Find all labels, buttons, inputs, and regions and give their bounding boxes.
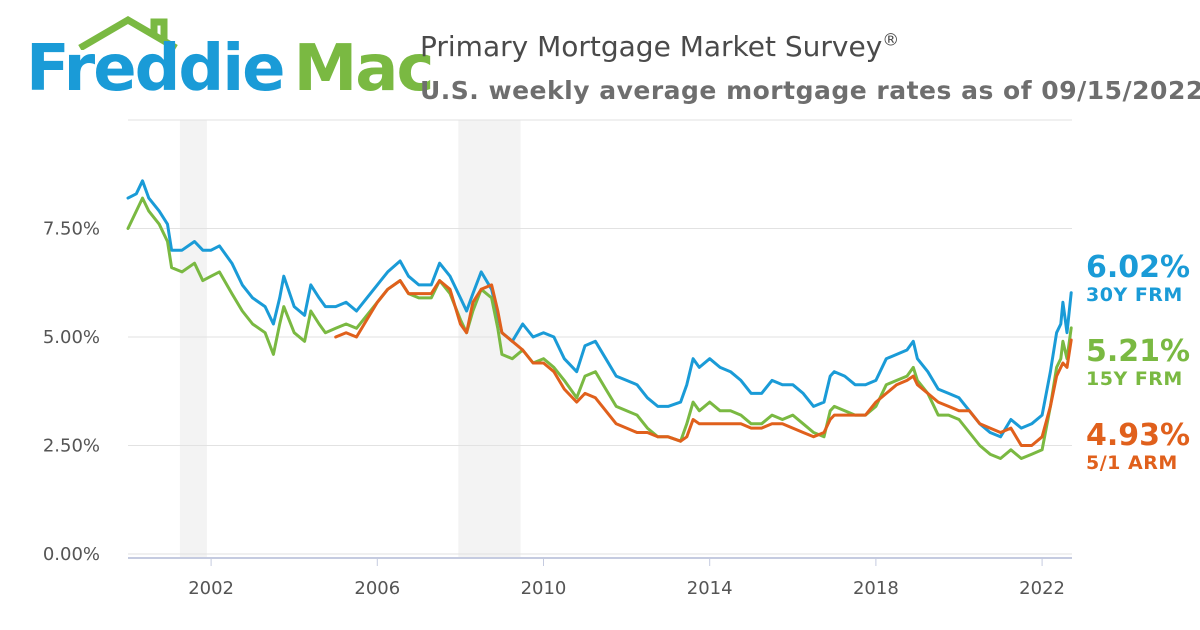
x-axis-ticks: 2002 2006 2010 2014 2018 2022 [188,558,1065,599]
legend-value: 6.02% [1086,250,1191,285]
logo-wordmark: Freddie Mac [26,32,435,106]
chart-title-text: Primary Mortgage Market Survey [420,30,883,63]
x-tick-label: 2010 [521,578,567,599]
y-tick-label: 7.50% [43,219,100,240]
roof-icon [78,15,178,50]
x-tick-label: 2006 [354,578,400,599]
logo-word-freddie: Freddie [26,32,286,106]
series-lines [126,179,1073,460]
registered-mark: ® [882,30,900,51]
legend-label: 30Y FRM [1086,284,1183,306]
y-tick-label: 0.00% [43,544,100,565]
series-line-30y-frm [126,179,1073,439]
y-axis-ticks: 0.00% 2.50% 5.00% 7.50% [43,219,100,566]
legend-entry: 4.93% 5/1 ARM [1086,418,1191,475]
legend-value: 4.93% [1086,418,1191,453]
legend-entry: 6.02% 30Y FRM [1086,250,1191,307]
x-tick-label: 2014 [687,578,733,599]
chart-subtitle: U.S. weekly average mortgage rates as of… [420,76,1200,105]
logo-word-mac: Mac [293,32,435,106]
recession-shading [179,120,521,558]
y-tick-label: 5.00% [43,327,100,348]
chart-title: Primary Mortgage Market Survey® [420,30,899,63]
recession-band [179,120,207,558]
x-tick-label: 2022 [1019,578,1065,599]
series-line-15y-frm [126,196,1073,460]
freddie-mac-logo: Freddie Mac [18,14,434,110]
series-line-5-1-arm [334,279,1073,447]
legend-label: 15Y FRM [1086,368,1183,390]
legend-label: 5/1 ARM [1086,452,1178,474]
x-tick-label: 2018 [853,578,899,599]
x-tick-label: 2002 [188,578,234,599]
gridlines [128,119,1072,559]
legend-entry: 5.21% 15Y FRM [1086,334,1191,391]
legend-value: 5.21% [1086,334,1191,369]
y-tick-label: 2.50% [43,436,100,457]
